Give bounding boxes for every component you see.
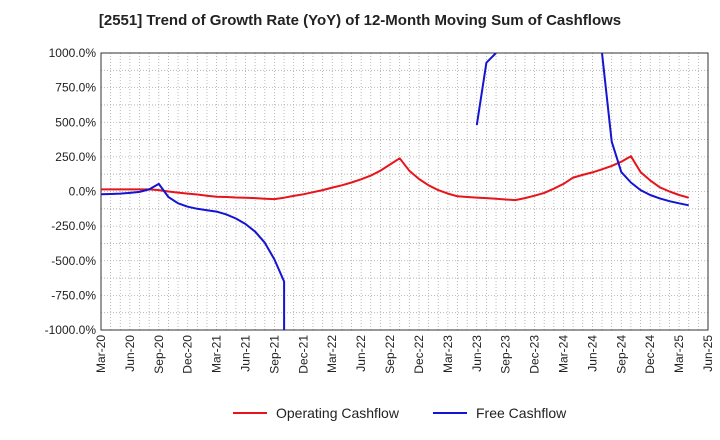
x-tick-label: Jun-22 — [354, 335, 368, 372]
x-tick-label: Dec-22 — [412, 335, 426, 374]
grid-layer — [101, 53, 708, 330]
series-line-free-cashflow — [475, 53, 497, 126]
series-layer — [101, 53, 689, 330]
x-tick-label: Sep-21 — [267, 335, 281, 374]
legend-swatch-operating-cashflow — [233, 412, 267, 414]
x-tick-label: Sep-24 — [614, 335, 628, 374]
x-tick-label: Sep-20 — [152, 335, 166, 374]
x-tick-label: Dec-23 — [528, 335, 542, 374]
chart-title: [2551] Trend of Growth Rate (YoY) of 12-… — [98, 12, 622, 29]
legend-swatch-free-cashflow — [433, 412, 467, 414]
x-tick-label: Dec-24 — [643, 335, 657, 374]
x-tick-label: Mar-20 — [94, 335, 108, 373]
legend: Operating Cashflow Free Cashflow — [0, 405, 720, 427]
y-tick-label: 1000.0% — [49, 46, 97, 60]
x-tick-label: Sep-22 — [383, 335, 397, 374]
series-line-free-cashflow — [601, 53, 689, 207]
y-tick-label: -750.0% — [51, 288, 96, 302]
y-tick-label: 500.0% — [55, 115, 96, 129]
y-tick-label: -500.0% — [51, 254, 96, 268]
y-tick-label: -250.0% — [51, 219, 96, 233]
x-tick-label: Jun-25 — [701, 335, 715, 372]
x-tick-label: Mar-24 — [556, 335, 570, 373]
x-tick-label: Mar-21 — [210, 335, 224, 373]
x-tick-label: Dec-20 — [181, 335, 195, 374]
x-tick-label: Jun-23 — [470, 335, 484, 372]
x-tick-label: Dec-21 — [296, 335, 310, 374]
x-tick-label: Sep-23 — [499, 335, 513, 374]
y-tick-label: -1000.0% — [45, 323, 97, 337]
x-tick-label: Mar-23 — [441, 335, 455, 373]
series-line-free-cashflow — [101, 182, 286, 330]
x-tick-label: Mar-22 — [325, 335, 339, 373]
axis-layer: 1000.0% 750.0% 500.0% 250.0% 0.0% -250.0% -500… — [45, 46, 715, 374]
x-tick-label: Jun-24 — [585, 335, 599, 372]
legend-item-operating-cashflow: Operating Cashflow — [233, 405, 399, 421]
x-tick-label: Mar-25 — [672, 335, 686, 373]
y-tick-label: 750.0% — [55, 81, 96, 95]
plot-frame — [100, 52, 709, 331]
legend-item-free-cashflow: Free Cashflow — [433, 405, 566, 421]
y-tick-label: 0.0% — [69, 185, 97, 199]
series-line-operating-cashflow — [101, 155, 689, 202]
legend-label-operating-cashflow: Operating Cashflow — [276, 405, 399, 421]
legend-label-free-cashflow: Free Cashflow — [476, 405, 567, 421]
y-tick-label: 250.0% — [55, 150, 96, 164]
x-tick-label: Jun-21 — [239, 335, 253, 372]
x-tick-label: Jun-20 — [123, 335, 137, 372]
